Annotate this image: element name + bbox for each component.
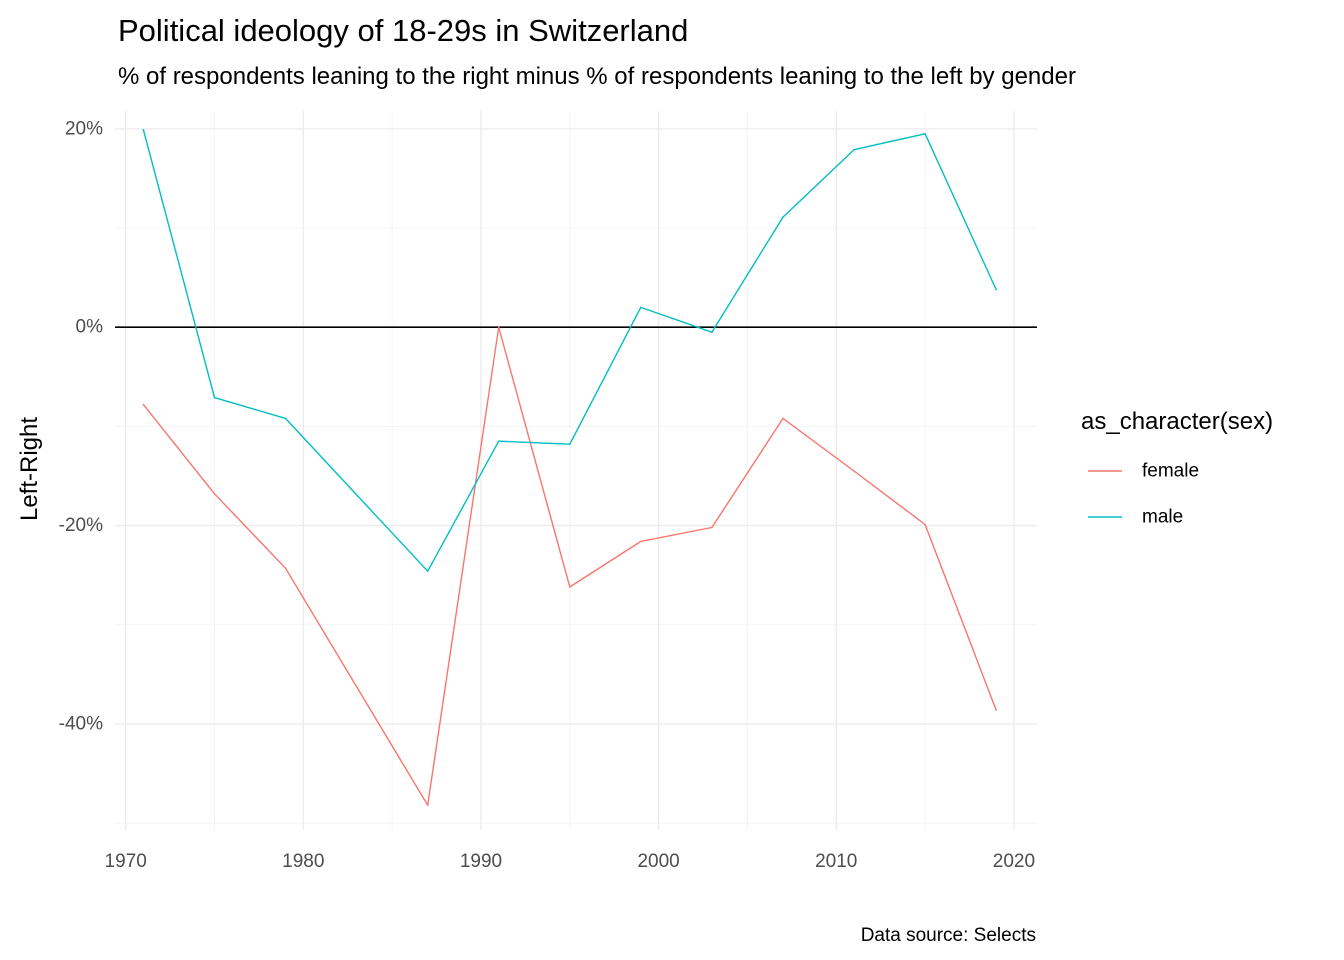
series-line-female: [142, 326, 997, 806]
plot-panel: [115, 111, 1037, 830]
data-point-female: [497, 326, 500, 328]
data-point-female: [426, 804, 429, 807]
data-point-male: [640, 306, 642, 309]
x-axis-ticks: 1970 1980 1990 2000 2010 2020: [105, 851, 1036, 872]
legend-label-female: female: [1142, 461, 1199, 482]
data-point-male: [426, 570, 429, 572]
chart-subtitle: % of respondents leaning to the right mi…: [118, 63, 1076, 90]
data-point-male: [284, 417, 287, 420]
x-tick-label: 2010: [815, 851, 857, 872]
data-point-female: [995, 709, 997, 711]
data-point-male: [711, 331, 713, 333]
minor-gridlines: [115, 111, 1037, 830]
data-point-male: [782, 216, 784, 218]
x-tick-label: 1990: [460, 851, 502, 872]
data-point-male: [497, 440, 500, 443]
legend: as_character(sex) female male: [1081, 408, 1273, 528]
data-point-male: [995, 288, 997, 291]
chart-title: Political ideology of 18-29s in Switzerl…: [118, 13, 688, 48]
legend-title: as_character(sex): [1081, 408, 1273, 435]
data-point-female: [924, 523, 926, 526]
data-point-female: [711, 526, 713, 529]
series-line-male: [142, 129, 997, 572]
data-point-female: [782, 417, 784, 420]
chart-caption: Data source: Selects: [861, 925, 1036, 946]
y-tick-label: -40%: [59, 713, 103, 734]
x-tick-label: 2020: [993, 851, 1035, 872]
x-tick-label: 2000: [637, 851, 679, 872]
y-axis-title: Left-Right: [16, 417, 43, 521]
data-point-male: [853, 148, 855, 151]
data-point-female: [213, 493, 216, 495]
data-point-female: [142, 403, 145, 406]
y-tick-label: -20%: [59, 515, 103, 536]
series-lines: [142, 129, 997, 807]
data-point-male: [568, 443, 571, 446]
legend-label-male: male: [1142, 507, 1183, 528]
x-tick-label: 1980: [282, 851, 324, 872]
data-point-female: [640, 540, 642, 543]
data-point-male: [924, 133, 926, 135]
major-gridlines: [115, 111, 1037, 830]
x-tick-label: 1970: [105, 851, 147, 872]
data-point-male: [213, 396, 216, 399]
legend-items: female male: [1088, 461, 1199, 528]
data-point-female: [853, 470, 855, 472]
data-point-male: [142, 129, 145, 131]
y-tick-label: 20%: [65, 118, 103, 139]
data-point-female: [568, 586, 571, 588]
data-point-female: [284, 567, 287, 569]
y-tick-label: 0%: [76, 317, 104, 338]
y-axis-ticks: 20% 0% -20% -40%: [59, 118, 103, 734]
